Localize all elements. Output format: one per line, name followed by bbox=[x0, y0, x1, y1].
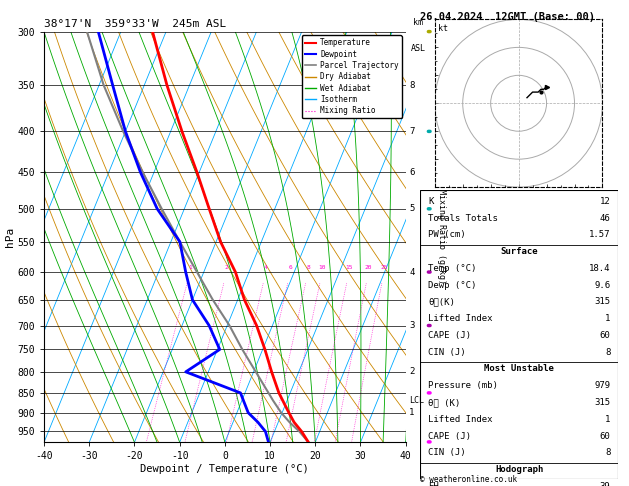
Text: CIN (J): CIN (J) bbox=[428, 347, 465, 357]
Text: 46: 46 bbox=[599, 213, 610, 223]
Text: kt: kt bbox=[438, 24, 448, 34]
Text: 10: 10 bbox=[318, 265, 326, 270]
Text: 1: 1 bbox=[188, 265, 192, 270]
Text: © weatheronline.co.uk: © weatheronline.co.uk bbox=[420, 474, 517, 484]
Text: 1: 1 bbox=[605, 314, 610, 323]
Text: 1: 1 bbox=[409, 408, 415, 417]
Text: K: K bbox=[428, 197, 433, 206]
Text: 979: 979 bbox=[594, 381, 610, 390]
Text: CAPE (J): CAPE (J) bbox=[428, 331, 471, 340]
Text: Lifted Index: Lifted Index bbox=[428, 314, 493, 323]
Text: 1.57: 1.57 bbox=[589, 230, 610, 239]
Text: Dewp (°C): Dewp (°C) bbox=[428, 280, 477, 290]
X-axis label: Dewpoint / Temperature (°C): Dewpoint / Temperature (°C) bbox=[140, 464, 309, 474]
Text: 6: 6 bbox=[288, 265, 292, 270]
Text: Mixing Ratio (g/kg): Mixing Ratio (g/kg) bbox=[437, 190, 447, 284]
Text: 12: 12 bbox=[599, 197, 610, 206]
Text: 60: 60 bbox=[599, 432, 610, 441]
Text: km: km bbox=[413, 18, 423, 28]
Text: 2: 2 bbox=[409, 367, 415, 376]
Text: 1: 1 bbox=[605, 415, 610, 424]
Y-axis label: hPa: hPa bbox=[4, 227, 14, 247]
Text: θᴄ (K): θᴄ (K) bbox=[428, 398, 460, 407]
Text: 20: 20 bbox=[365, 265, 372, 270]
Text: Surface: Surface bbox=[501, 247, 538, 256]
Text: 18.4: 18.4 bbox=[589, 264, 610, 273]
Text: Hodograph: Hodograph bbox=[495, 465, 543, 474]
Text: PW (cm): PW (cm) bbox=[428, 230, 465, 239]
Text: ASL: ASL bbox=[411, 44, 426, 53]
Text: 2: 2 bbox=[225, 265, 228, 270]
Text: 39: 39 bbox=[599, 482, 610, 486]
Text: 5: 5 bbox=[409, 204, 415, 213]
Text: 315: 315 bbox=[594, 297, 610, 306]
Text: Temp (°C): Temp (°C) bbox=[428, 264, 477, 273]
Legend: Temperature, Dewpoint, Parcel Trajectory, Dry Adiabat, Wet Adiabat, Isotherm, Mi: Temperature, Dewpoint, Parcel Trajectory… bbox=[302, 35, 402, 118]
Text: 8: 8 bbox=[306, 265, 310, 270]
Text: 4: 4 bbox=[409, 268, 415, 277]
Text: CIN (J): CIN (J) bbox=[428, 449, 465, 457]
Text: CAPE (J): CAPE (J) bbox=[428, 432, 471, 441]
Text: 3: 3 bbox=[409, 321, 415, 330]
Text: 60: 60 bbox=[599, 331, 610, 340]
Text: 25: 25 bbox=[381, 265, 388, 270]
Text: 6: 6 bbox=[409, 168, 415, 177]
Text: 8: 8 bbox=[605, 449, 610, 457]
Text: EH: EH bbox=[428, 482, 439, 486]
Text: Lifted Index: Lifted Index bbox=[428, 415, 493, 424]
Text: Pressure (mb): Pressure (mb) bbox=[428, 381, 498, 390]
Text: LCL: LCL bbox=[409, 397, 425, 405]
Text: 26.04.2024  12GMT (Base: 00): 26.04.2024 12GMT (Base: 00) bbox=[420, 12, 595, 22]
Text: 15: 15 bbox=[345, 265, 353, 270]
Text: 7: 7 bbox=[409, 127, 415, 136]
Text: θᴄ(K): θᴄ(K) bbox=[428, 297, 455, 306]
Text: 8: 8 bbox=[409, 81, 415, 89]
Text: 38°17'N  359°33'W  245m ASL: 38°17'N 359°33'W 245m ASL bbox=[44, 19, 226, 30]
Text: 315: 315 bbox=[594, 398, 610, 407]
Text: 4: 4 bbox=[264, 265, 268, 270]
Text: Totals Totals: Totals Totals bbox=[428, 213, 498, 223]
Text: Most Unstable: Most Unstable bbox=[484, 364, 554, 373]
Text: 9.6: 9.6 bbox=[594, 280, 610, 290]
Text: 8: 8 bbox=[605, 347, 610, 357]
